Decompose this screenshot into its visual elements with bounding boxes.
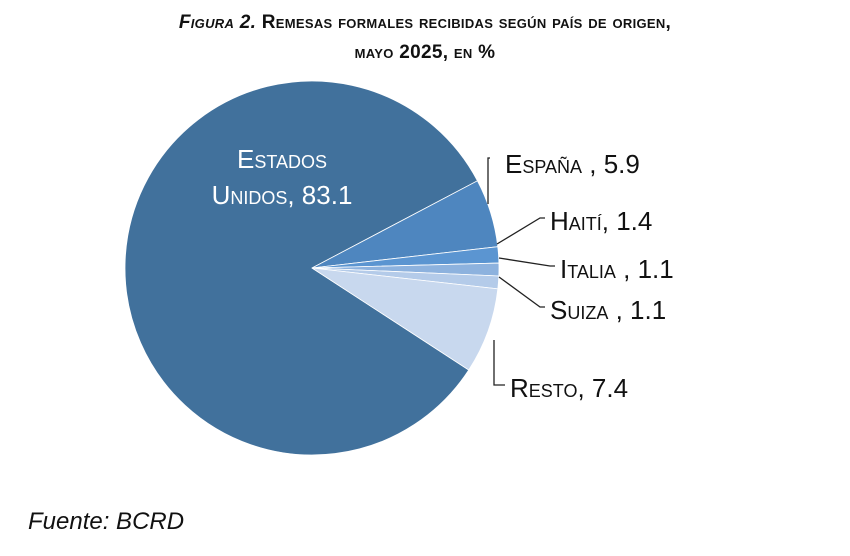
leader-lines (487, 157, 555, 386)
data-label-suiza: Suiza , 1.1 (550, 295, 666, 325)
leader-line-2 (496, 217, 545, 245)
chart-title: Figura 2. Remesas formales recibidas seg… (0, 8, 850, 68)
title-line-1: Remesas formales recibidas según país de… (261, 12, 672, 33)
data-labels: Estados Unidos, 83.1 España , 5.9 Haití, 1.… (212, 144, 674, 403)
leader-line-4 (498, 276, 545, 308)
data-label-estados-unidos: Estados Unidos, 83.1 (212, 144, 353, 210)
leader-line-1 (487, 157, 490, 204)
data-label-italia: Italia , 1.1 (560, 254, 674, 284)
leader-line-3 (498, 257, 555, 267)
pie-slices (124, 80, 500, 456)
title-line-2: mayo 2025, en % (354, 42, 496, 63)
data-label-haití: Haití, 1.4 (550, 206, 652, 236)
data-label-resto: Resto, 7.4 (510, 373, 628, 403)
pie-slice-estados-unidos (124, 80, 478, 456)
leader-line-5 (493, 340, 505, 386)
source-note: Fuente: BCRD (28, 508, 185, 535)
pie-slice-resto (311, 267, 499, 371)
data-label-españa: España , 5.9 (505, 149, 640, 179)
figure-label: Figura 2. (178, 12, 257, 33)
